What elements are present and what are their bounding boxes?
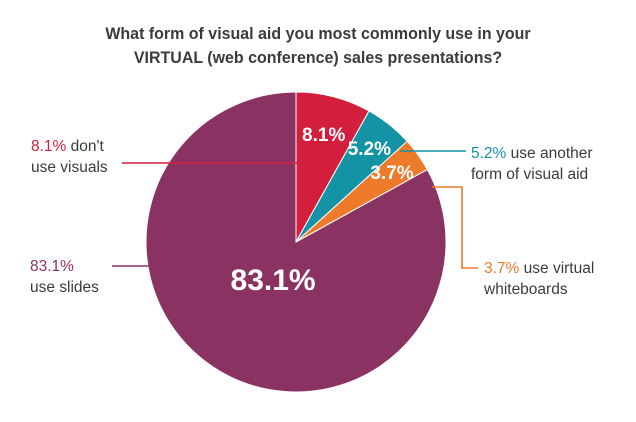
label-other-visual-aid-pct: 5.2% [471, 145, 507, 162]
inner-label-other-visual-aid: 5.2% [348, 139, 391, 160]
inner-label-use-slides: 83.1% [231, 264, 316, 297]
label-use-slides-text: use slides [30, 279, 99, 296]
label-dont-use-visuals-line2: use visuals [31, 159, 108, 176]
label-other-visual-aid: 5.2% use another form of visual aid [471, 143, 593, 185]
label-virtual-whiteboards: 3.7% use virtual whiteboards [484, 258, 594, 300]
chart-title-line-2: VIRTUAL (web conference) sales presentat… [133, 48, 503, 67]
label-dont-use-visuals-line1: don't [70, 138, 104, 155]
label-virtual-whiteboards-pct: 3.7% [484, 260, 520, 277]
label-use-slides-pct: 83.1% [30, 258, 74, 275]
label-virtual-whiteboards-line2: whiteboards [484, 281, 568, 298]
label-virtual-whiteboards-line1: use virtual [523, 260, 595, 277]
chart-title-line-1: What form of visual aid you most commonl… [105, 24, 531, 43]
label-dont-use-visuals: 8.1% don't use visuals [31, 136, 108, 178]
label-other-visual-aid-line2: form of visual aid [471, 166, 589, 183]
label-use-slides: 83.1% use slides [30, 256, 99, 298]
slice-use-slides [145, 91, 447, 393]
label-other-visual-aid-line1: use another [510, 145, 593, 162]
label-dont-use-visuals-pct: 8.1% [31, 138, 67, 155]
chart-title: What form of visual aid you most commonl… [19, 22, 617, 70]
inner-label-virtual-whiteboards: 3.7% [370, 163, 413, 184]
leader-line-virtual-whiteboards [432, 186, 478, 269]
inner-label-dont-use-visuals: 8.1% [302, 125, 345, 146]
